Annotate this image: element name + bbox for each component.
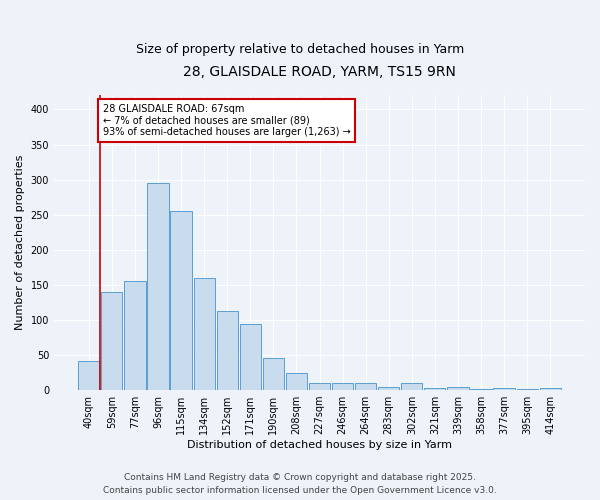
Bar bbox=[401, 383, 422, 390]
Bar bbox=[286, 373, 307, 390]
Bar bbox=[239, 324, 261, 390]
Bar bbox=[493, 388, 515, 390]
Bar bbox=[124, 282, 146, 390]
Text: Size of property relative to detached houses in Yarm: Size of property relative to detached ho… bbox=[136, 42, 464, 56]
Bar bbox=[424, 388, 445, 390]
Bar bbox=[148, 183, 169, 390]
Bar bbox=[217, 311, 238, 390]
Y-axis label: Number of detached properties: Number of detached properties bbox=[15, 155, 25, 330]
Bar bbox=[539, 388, 561, 390]
Bar bbox=[101, 292, 122, 390]
Bar bbox=[309, 383, 330, 390]
Text: 28 GLAISDALE ROAD: 67sqm
← 7% of detached houses are smaller (89)
93% of semi-de: 28 GLAISDALE ROAD: 67sqm ← 7% of detache… bbox=[103, 104, 350, 137]
Bar bbox=[263, 358, 284, 390]
Bar bbox=[78, 360, 100, 390]
Bar bbox=[194, 278, 215, 390]
Title: 28, GLAISDALE ROAD, YARM, TS15 9RN: 28, GLAISDALE ROAD, YARM, TS15 9RN bbox=[183, 65, 456, 79]
Bar bbox=[448, 388, 469, 390]
Bar bbox=[355, 383, 376, 390]
X-axis label: Distribution of detached houses by size in Yarm: Distribution of detached houses by size … bbox=[187, 440, 452, 450]
Bar bbox=[332, 383, 353, 390]
Bar bbox=[378, 388, 400, 390]
Text: Contains HM Land Registry data © Crown copyright and database right 2025.
Contai: Contains HM Land Registry data © Crown c… bbox=[103, 474, 497, 495]
Bar bbox=[170, 211, 191, 390]
